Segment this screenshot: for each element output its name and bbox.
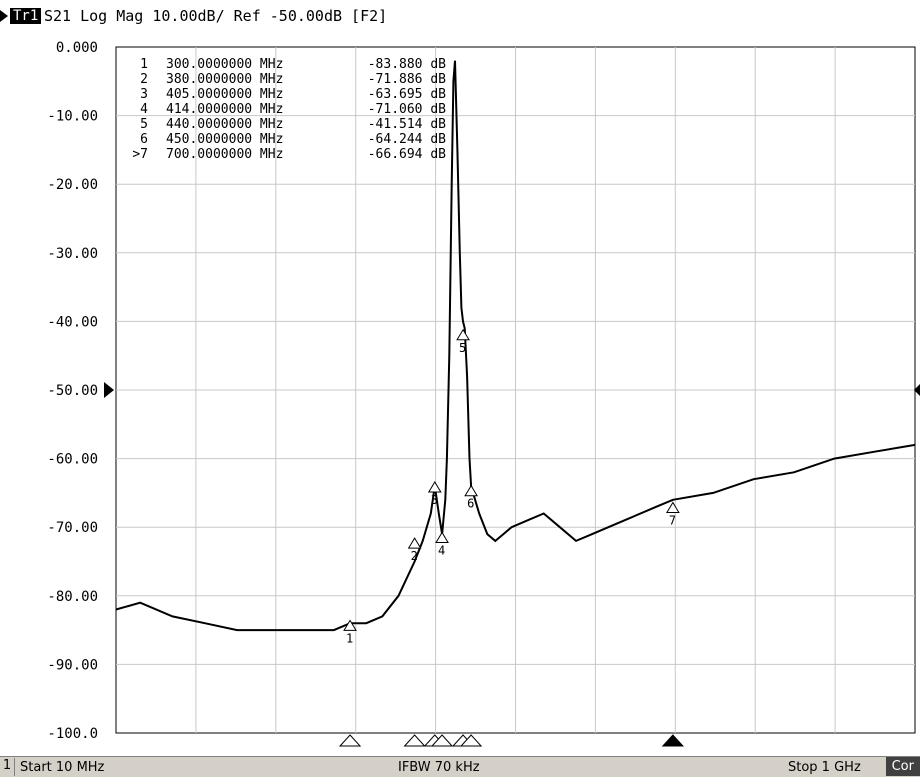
marker-1-position-icon[interactable] — [338, 734, 362, 747]
marker-7-label: 7 — [669, 514, 676, 528]
marker-table: 1 300.0000000 MHz -83.880 dB 2 380.0000000 M… — [132, 57, 446, 162]
reference-level-arrow-icon — [104, 382, 114, 398]
marker-table-frequency: 300.0000000 MHz — [166, 57, 283, 72]
trace-line — [115, 60, 916, 632]
plot-area[interactable]: 0.000 -10.00 -20.00 -30.00 -40.00 -50.00 -60.0… — [0, 0, 920, 756]
y-tick-label: -60.00 — [47, 452, 98, 468]
marker-table-id: 5 — [140, 117, 148, 132]
marker-6-position-icon[interactable] — [459, 734, 483, 747]
marker-4-position-icon[interactable] — [430, 734, 454, 747]
marker-2-position-icon[interactable] — [403, 734, 426, 747]
marker-6-symbol[interactable] — [464, 484, 478, 497]
marker-table-value: -71.886 dB — [368, 72, 446, 87]
trace-header: Tr1 S21 Log Mag 10.00dB/ Ref -50.00dB [F… — [0, 0, 920, 26]
ifbw-setting[interactable]: IFBW 70 kHz — [398, 760, 480, 775]
start-frequency[interactable]: Start 10 MHz — [20, 760, 105, 775]
marker-2-label: 2 — [411, 549, 418, 563]
marker-7-symbol[interactable] — [665, 501, 680, 514]
marker-table-id: 1 — [140, 57, 148, 72]
marker-table-frequency: 380.0000000 MHz — [166, 72, 283, 87]
marker-table-value: -41.514 dB — [368, 117, 446, 132]
marker-4-label: 4 — [438, 543, 445, 557]
status-bar: 1 Start 10 MHz IFBW 70 kHz Stop 1 GHz Co… — [0, 756, 920, 777]
y-tick-label: -100.0 — [47, 726, 98, 742]
y-tick-label: -80.00 — [47, 589, 98, 605]
marker-table-id: 3 — [140, 87, 148, 102]
trace-series — [115, 60, 916, 632]
trace-badge[interactable]: Tr1 — [10, 8, 42, 24]
marker-4-symbol[interactable] — [435, 531, 449, 543]
trace-settings-text[interactable]: S21 Log Mag 10.00dB/ Ref -50.00dB [F2] — [44, 7, 388, 25]
marker-table-value: -63.695 dB — [368, 87, 446, 102]
marker-table-id: 2 — [140, 72, 148, 87]
correction-indicator[interactable]: Cor — [885, 757, 920, 776]
marker-5-symbol[interactable] — [456, 328, 470, 341]
reference-level-arrow-right-icon — [914, 384, 920, 396]
marker-5-label: 5 — [459, 341, 466, 355]
marker-table-value: -83.880 dB — [368, 57, 446, 72]
grid — [115, 46, 916, 734]
marker-table-frequency: 450.0000000 MHz — [166, 132, 283, 147]
marker-1-label: 1 — [346, 631, 353, 645]
marker-symbols: 1 2 3 4 5 6 7 — [338, 328, 685, 747]
marker-3-label: 3 — [431, 493, 438, 507]
y-tick-label: -40.00 — [47, 314, 98, 330]
marker-table-id: 4 — [140, 102, 148, 117]
marker-table-value: -71.060 dB — [368, 102, 446, 117]
marker-table-value: -64.244 dB — [368, 132, 446, 147]
marker-2-symbol[interactable] — [407, 537, 422, 549]
marker-1-symbol[interactable] — [343, 619, 357, 631]
channel-number[interactable]: 1 — [0, 758, 15, 776]
y-tick-label: -10.00 — [47, 109, 98, 125]
y-tick-label: -30.00 — [47, 246, 98, 262]
marker-table-frequency: 414.0000000 MHz — [166, 102, 283, 117]
active-trace-arrow-icon — [0, 10, 8, 22]
marker-table-frequency: 440.0000000 MHz — [166, 117, 283, 132]
stop-frequency[interactable]: Stop 1 GHz — [788, 760, 861, 775]
marker-6-label: 6 — [467, 497, 474, 511]
y-tick-label: -90.00 — [47, 657, 98, 673]
marker-table-id: 6 — [140, 132, 148, 147]
marker-table-frequency: 700.0000000 MHz — [166, 147, 283, 162]
marker-3-symbol[interactable] — [427, 480, 442, 493]
y-tick-label: -70.00 — [47, 520, 98, 536]
marker-table-id: >7 — [132, 147, 148, 162]
marker-7-position-icon[interactable] — [661, 734, 685, 747]
y-tick-label: -20.00 — [47, 177, 98, 193]
y-tick-label: -50.00 — [47, 383, 98, 399]
y-axis-ticks: 0.000 -10.00 -20.00 -30.00 -40.00 -50.00 -60.0… — [47, 40, 920, 742]
marker-table-value: -66.694 dB — [368, 147, 446, 162]
y-tick-label: 0.000 — [56, 40, 98, 56]
marker-table-frequency: 405.0000000 MHz — [166, 87, 283, 102]
